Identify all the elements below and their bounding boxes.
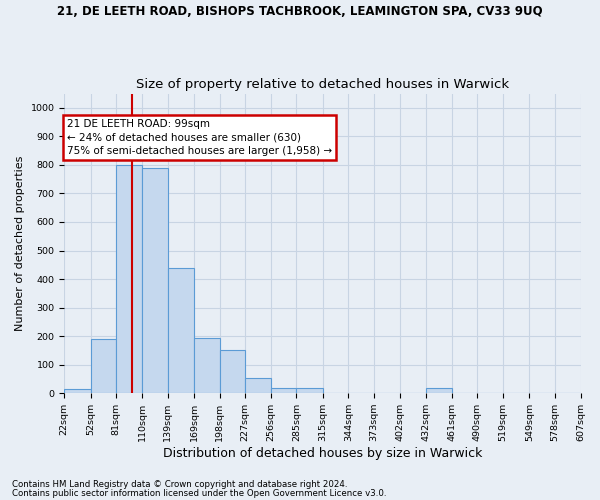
Bar — [194, 338, 220, 393]
Bar — [64, 389, 91, 393]
Bar — [142, 168, 167, 393]
Bar — [220, 350, 245, 393]
Y-axis label: Number of detached properties: Number of detached properties — [15, 156, 25, 331]
Title: Size of property relative to detached houses in Warwick: Size of property relative to detached ho… — [136, 78, 509, 91]
Text: Contains public sector information licensed under the Open Government Licence v3: Contains public sector information licen… — [12, 490, 386, 498]
Bar — [167, 268, 194, 393]
Text: Contains HM Land Registry data © Crown copyright and database right 2024.: Contains HM Land Registry data © Crown c… — [12, 480, 347, 489]
Bar — [91, 339, 116, 393]
Bar — [245, 378, 271, 393]
X-axis label: Distribution of detached houses by size in Warwick: Distribution of detached houses by size … — [163, 447, 482, 460]
Bar — [271, 388, 296, 393]
Text: 21 DE LEETH ROAD: 99sqm
← 24% of detached houses are smaller (630)
75% of semi-d: 21 DE LEETH ROAD: 99sqm ← 24% of detache… — [67, 119, 332, 156]
Bar — [116, 165, 142, 393]
Bar — [426, 388, 452, 393]
Text: 21, DE LEETH ROAD, BISHOPS TACHBROOK, LEAMINGTON SPA, CV33 9UQ: 21, DE LEETH ROAD, BISHOPS TACHBROOK, LE… — [57, 5, 543, 18]
Bar — [296, 388, 323, 393]
